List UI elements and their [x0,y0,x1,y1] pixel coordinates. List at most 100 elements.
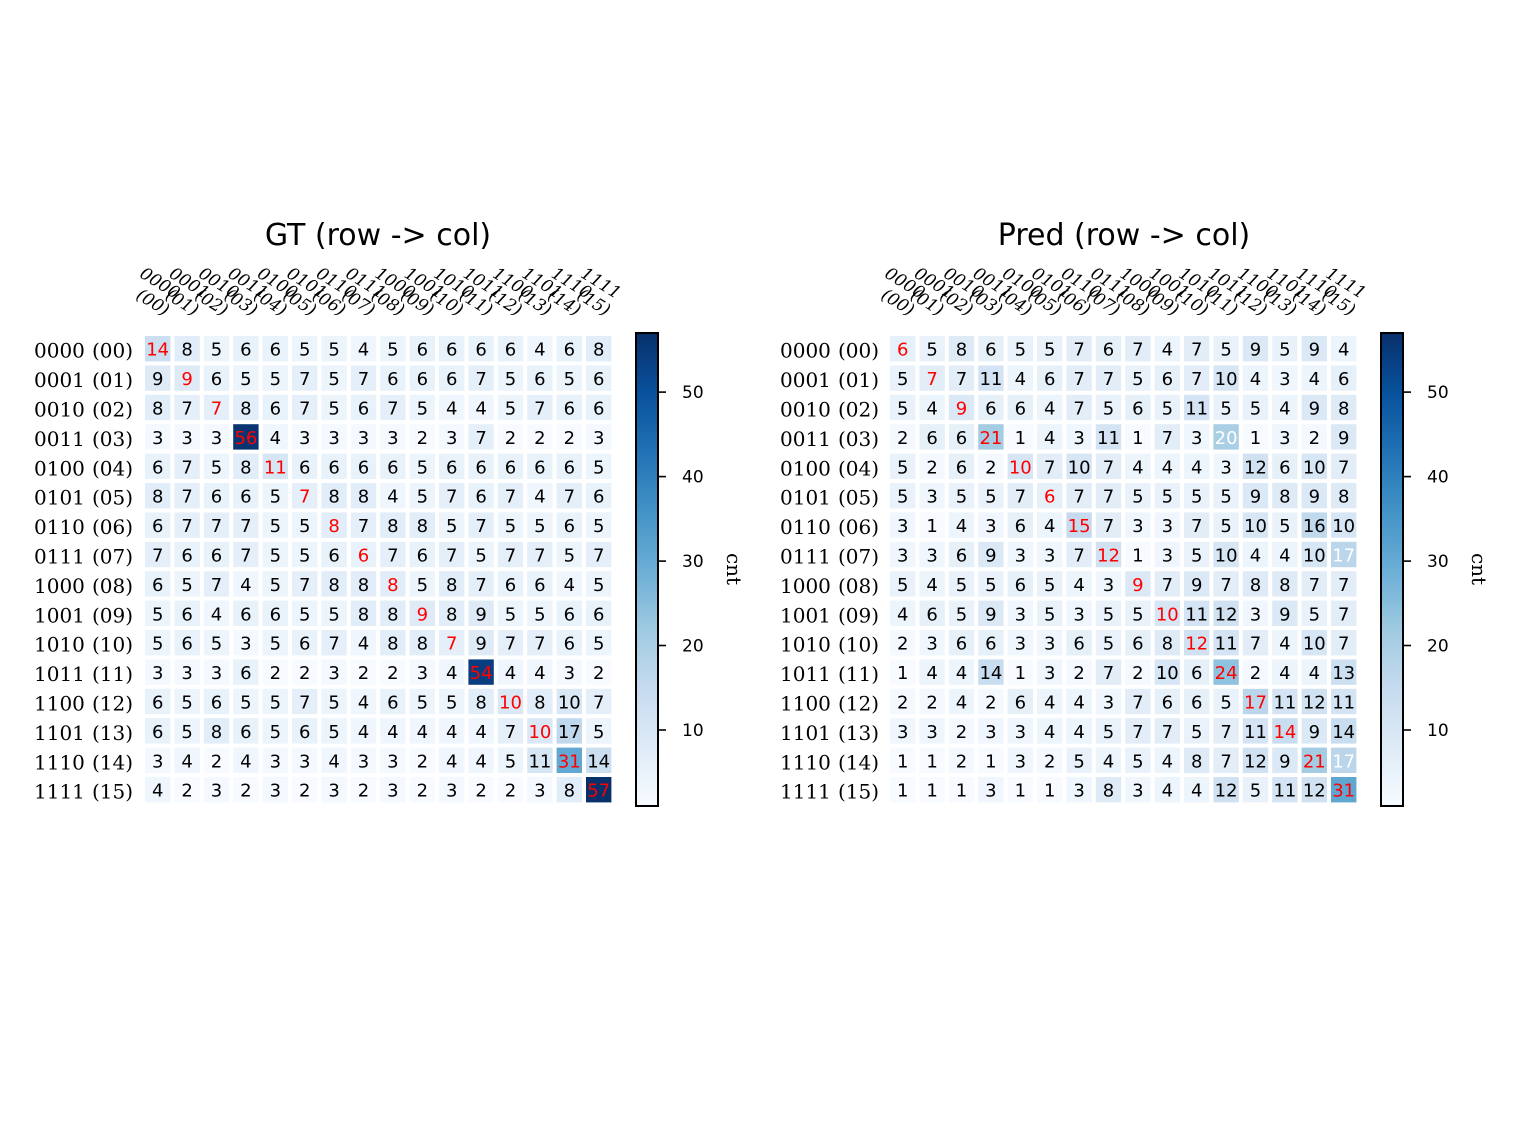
cell-value-label: 8 [181,340,192,361]
heatmap-cell [1184,365,1210,391]
heatmap-cell [1066,630,1092,656]
cell-value-label: 10 [1215,369,1238,390]
cell-value-label: 3 [1015,546,1026,567]
cell-value-label: 5 [270,369,281,390]
cell-value-label: 14 [1273,722,1296,743]
cell-value-label: 7 [152,546,163,567]
cell-value-label: 7 [1103,457,1114,478]
heatmap-cell [1242,541,1269,568]
heatmap-cell [468,512,494,538]
heatmap-cell [1272,453,1298,479]
cell-value-label: 5 [181,575,192,596]
heatmap-cell [439,688,465,715]
heatmap-cell [203,571,230,597]
heatmap-cell [556,688,582,715]
pred-colorbar-ticks: 10 20 30 40 50 [1403,383,1449,741]
cell-value-label: 12 [1185,634,1208,655]
cell-value-label: 3 [152,428,163,449]
heatmap-cell [262,571,288,597]
cell-value-label: 9 [1132,575,1143,596]
cell-value-label: 4 [1191,457,1202,478]
heatmap-cell [586,777,612,803]
cell-value-label: 8 [240,399,251,420]
heatmap-cell [262,483,288,509]
heatmap-cell [1007,365,1033,391]
cell-value-label: 9 [1309,722,1320,743]
cell-value-label: 6 [152,693,163,714]
cell-value-label: 17 [1332,751,1355,772]
heatmap-cell [468,424,494,450]
heatmap-cell [1037,630,1063,656]
cell-value-label: 7 [299,487,310,508]
cell-value-label: 8 [1338,399,1349,420]
cell-value-label: 4 [1162,781,1173,802]
heatmap-cell [890,512,916,538]
heatmap-cell [1066,571,1092,597]
cell-value-label: 2 [475,781,486,802]
cell-value-label: 5 [1220,516,1231,537]
heatmap-cell [439,659,465,685]
heatmap-cell [174,453,200,479]
heatmap-cell [174,777,200,803]
heatmap-cell [948,453,975,479]
cell-value-label: 3 [299,428,310,449]
heatmap-cell [409,571,435,597]
cell-value-label: 3 [211,781,222,802]
cell-value-label: 6 [985,634,996,655]
cell-value-label: 12 [1303,693,1326,714]
cell-value-label: 5 [1191,487,1202,508]
cell-value-label: 5 [1220,693,1231,714]
heatmap-cell [1125,571,1151,597]
heatmap-cell [1184,659,1210,685]
cell-value-label: 3 [926,722,937,743]
row-label-bits: 1011 [780,662,831,686]
cell-value-label: 6 [1015,575,1026,596]
pred-colorbar-label: cnt [1467,553,1491,585]
cell-value-label: 7 [1073,369,1084,390]
cell-value-label: 2 [417,751,428,772]
cell-value-label: 12 [1097,546,1120,567]
heatmap-cell [1154,777,1180,803]
cell-value-label: 5 [505,369,516,390]
row-label-index: (09) [92,603,133,627]
cell-value-label: 1 [1015,663,1026,684]
cell-value-label: 3 [1103,693,1114,714]
heatmap-cell [380,424,406,450]
cell-value-label: 11 [979,369,1002,390]
heatmap-cell [203,718,230,744]
cell-value-label: 4 [1162,340,1173,361]
heatmap-cell [556,453,582,479]
cell-value-label: 7 [1162,575,1173,596]
heatmap-cell [1331,424,1357,450]
cell-value-label: 6 [897,340,908,361]
cell-value-label: 5 [897,487,908,508]
heatmap-cell [1154,630,1180,656]
cell-value-label: 6 [270,604,281,625]
heatmap-cell [1007,453,1033,479]
cell-value-label: 6 [358,546,369,567]
cell-value-label: 4 [534,340,545,361]
heatmap-cell [145,512,171,538]
cell-value-label: 2 [956,722,967,743]
heatmap-cell [1184,336,1210,362]
cell-value-label: 8 [387,604,398,625]
heatmap-cell [468,336,494,362]
cell-value-label: 5 [534,604,545,625]
heatmap-cell [1301,718,1327,744]
heatmap-cell [174,630,200,656]
heatmap-cell [1242,659,1269,685]
heatmap-cell [380,659,406,685]
cell-value-label: 7 [446,546,457,567]
heatmap-cell [1125,424,1151,450]
heatmap-cell [233,630,259,656]
heatmap-cell [919,424,945,450]
heatmap-cell [1331,365,1357,391]
heatmap-cell [380,512,406,538]
cell-value-label: 3 [328,781,339,802]
heatmap-cell [1095,600,1122,626]
cell-value-label: 5 [328,399,339,420]
cell-value-label: 6 [1044,487,1055,508]
cell-value-label: 7 [1103,663,1114,684]
cell-value-label: 7 [1338,457,1349,478]
heatmap-cell [350,424,377,450]
